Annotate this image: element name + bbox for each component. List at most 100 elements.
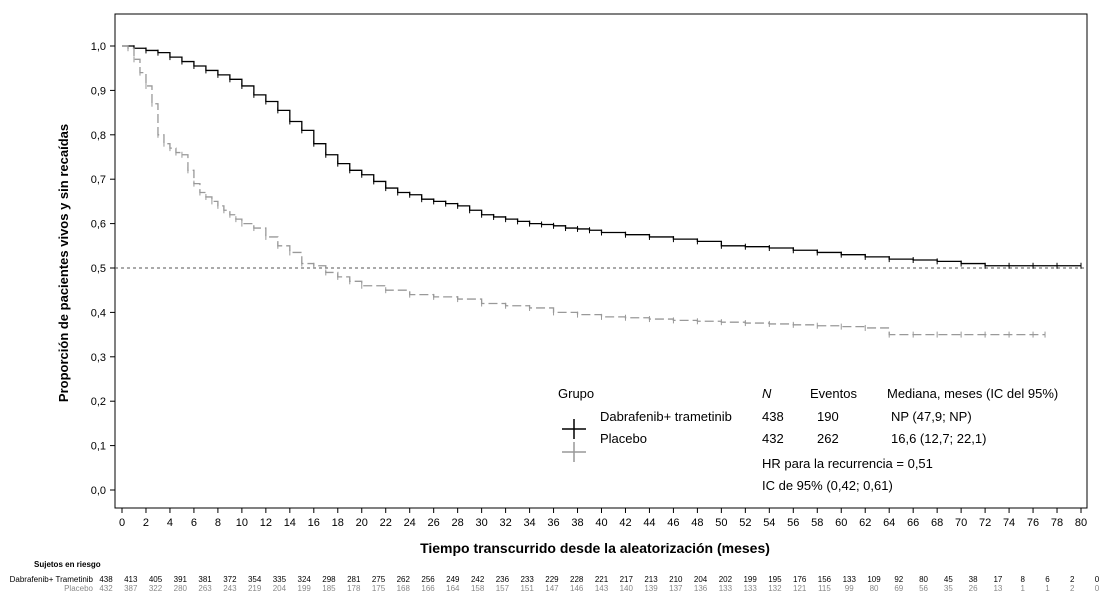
- risk-value-placebo: 168: [397, 584, 411, 593]
- risk-value-dabrafenib: 80: [919, 575, 928, 584]
- risk-value-dabrafenib: 324: [298, 575, 312, 584]
- risk-value-placebo: 387: [124, 584, 138, 593]
- risk-value-placebo: 133: [743, 584, 757, 593]
- risk-value-placebo: 263: [198, 584, 212, 593]
- risk-value-dabrafenib: 202: [719, 575, 733, 584]
- x-tick-label: 60: [835, 517, 847, 529]
- risk-value-dabrafenib: 45: [944, 575, 953, 584]
- x-tick-label: 56: [787, 517, 799, 529]
- risk-value-placebo: 69: [894, 584, 903, 593]
- x-tick-label: 2: [143, 517, 149, 529]
- x-axis-label: Tiempo transcurrido desde la aleatorizac…: [420, 540, 770, 556]
- risk-value-dabrafenib: 256: [421, 575, 435, 584]
- risk-value-dabrafenib: 17: [993, 575, 1002, 584]
- risk-value-placebo: 137: [669, 584, 683, 593]
- x-tick-label: 26: [428, 517, 440, 529]
- risk-value-dabrafenib: 249: [446, 575, 460, 584]
- risk-value-placebo: 143: [595, 584, 609, 593]
- risk-value-dabrafenib: 210: [669, 575, 683, 584]
- x-tick-label: 64: [883, 517, 895, 529]
- risk-value-placebo: 140: [620, 584, 634, 593]
- risk-value-placebo: 157: [496, 584, 510, 593]
- risk-value-placebo: 178: [347, 584, 361, 593]
- x-tick-label: 22: [380, 517, 392, 529]
- risk-value-placebo: 2: [1070, 584, 1075, 593]
- risk-value-placebo: 0: [1095, 584, 1100, 593]
- legend-row-placebo-events: 262: [817, 431, 839, 446]
- risk-value-dabrafenib: 405: [149, 575, 163, 584]
- legend-row-dabrafenib-events: 190: [817, 409, 839, 424]
- y-axis-label: Proporción de pacientes vivos y sin reca…: [56, 124, 71, 402]
- x-tick-label: 28: [452, 517, 464, 529]
- y-tick-label: 1,0: [91, 41, 106, 53]
- risk-value-dabrafenib: 156: [818, 575, 832, 584]
- risk-value-placebo: 133: [719, 584, 733, 593]
- risk-value-dabrafenib: 221: [595, 575, 609, 584]
- y-axis: 0,0 0,1 0,2 0,3 0,4 0,5 0,6 0,7 0,8 0,9 1,0: [91, 41, 115, 497]
- risk-value-placebo: 199: [298, 584, 312, 593]
- y-tick-label: 0,1: [91, 441, 106, 453]
- risk-value-dabrafenib: 262: [397, 575, 411, 584]
- risk-value-dabrafenib: 229: [545, 575, 559, 584]
- y-tick-label: 0,9: [91, 85, 106, 97]
- x-tick-label: 18: [332, 517, 344, 529]
- x-tick-label: 68: [931, 517, 943, 529]
- y-tick-label: 0,4: [91, 307, 106, 319]
- legend-header-events: Eventos: [810, 386, 857, 401]
- legend-ci: IC de 95% (0,42; 0,61): [762, 478, 893, 493]
- x-tick-label: 40: [595, 517, 607, 529]
- legend-marker-placebo: [562, 442, 586, 462]
- risk-value-placebo: 35: [944, 584, 953, 593]
- risk-value-dabrafenib: 391: [174, 575, 188, 584]
- risk-value-dabrafenib: 228: [570, 575, 584, 584]
- risk-value-dabrafenib: 233: [520, 575, 534, 584]
- x-tick-label: 54: [763, 517, 775, 529]
- x-tick-label: 78: [1051, 517, 1063, 529]
- x-tick-label: 44: [643, 517, 655, 529]
- risk-value-placebo: 280: [174, 584, 188, 593]
- x-tick-label: 72: [979, 517, 991, 529]
- legend-marker-dabrafenib: [562, 419, 586, 439]
- x-tick-label: 12: [260, 517, 272, 529]
- risk-value-placebo: 80: [870, 584, 879, 593]
- risk-value-dabrafenib: 372: [223, 575, 237, 584]
- risk-value-placebo: 204: [273, 584, 287, 593]
- risk-value-placebo: 115: [818, 584, 831, 593]
- series-layer: [122, 45, 1082, 338]
- y-tick-label: 0,6: [91, 219, 106, 231]
- risk-value-placebo: 56: [919, 584, 928, 593]
- risk-value-placebo: 322: [149, 584, 163, 593]
- risk-value-placebo: 26: [969, 584, 978, 593]
- risk-value-placebo: 121: [793, 584, 807, 593]
- legend-row-placebo-name: Placebo: [600, 431, 647, 446]
- risk-value-dabrafenib: 438: [99, 575, 113, 584]
- risk-value-dabrafenib: 354: [248, 575, 262, 584]
- x-tick-label: 10: [236, 517, 248, 529]
- x-tick-label: 42: [619, 517, 631, 529]
- risk-value-dabrafenib: 204: [694, 575, 708, 584]
- x-axis: 0 2 4 6 8 10 12 14 16 18 20 22 24 26 28 30 32 34 36 38 40 42 4…: [119, 508, 1087, 529]
- y-tick-label: 0,3: [91, 352, 106, 364]
- legend-row-dabrafenib-n: 438: [762, 409, 784, 424]
- risk-value-dabrafenib: 236: [496, 575, 510, 584]
- legend: Grupo N Eventos Mediana, meses (IC del 9…: [558, 386, 1058, 493]
- y-tick-label: 0,5: [91, 263, 106, 275]
- risk-value-dabrafenib: 133: [843, 575, 857, 584]
- x-tick-label: 50: [715, 517, 727, 529]
- risk-value-dabrafenib: 242: [471, 575, 485, 584]
- x-tick-label: 32: [499, 517, 511, 529]
- x-tick-label: 30: [476, 517, 488, 529]
- legend-row-placebo-median: 16,6 (12,7; 22,1): [891, 431, 986, 446]
- risk-value-placebo: 151: [520, 584, 534, 593]
- risk-row-label-placebo: Placebo: [64, 584, 93, 593]
- y-tick-label: 0,0: [91, 485, 106, 497]
- risk-value-placebo: 136: [694, 584, 708, 593]
- x-tick-label: 62: [859, 517, 871, 529]
- risk-value-dabrafenib: 298: [322, 575, 336, 584]
- risk-value-dabrafenib: 92: [894, 575, 903, 584]
- risk-value-dabrafenib: 176: [793, 575, 807, 584]
- risk-value-dabrafenib: 195: [768, 575, 782, 584]
- legend-header-n: N: [762, 386, 772, 401]
- x-tick-label: 34: [523, 517, 535, 529]
